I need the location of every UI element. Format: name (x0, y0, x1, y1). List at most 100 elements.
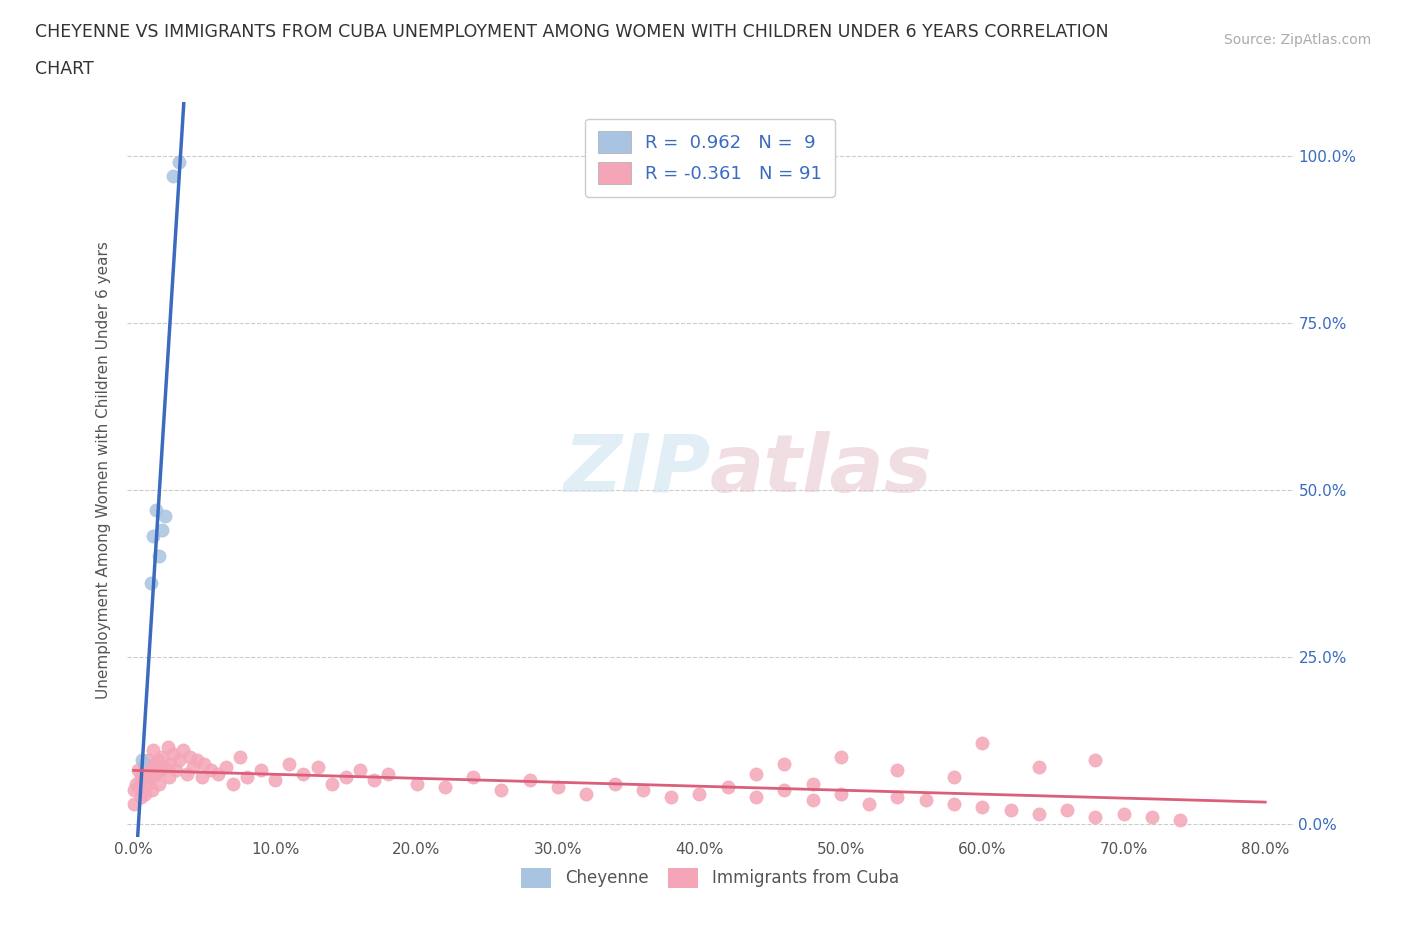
Point (157, 769, 180, 784)
Point (377, 766, 399, 781)
Text: Source: ZipAtlas.com: Source: ZipAtlas.com (1223, 33, 1371, 46)
Point (688, 786, 710, 801)
Point (631, 783, 654, 798)
Point (172, 743, 194, 758)
Text: atlas: atlas (710, 431, 932, 509)
Point (139, 576, 162, 591)
Point (148, 777, 170, 791)
Point (943, 796, 966, 811)
Point (1140, 809, 1163, 824)
Point (461, 769, 484, 784)
Point (278, 756, 301, 771)
Point (491, 783, 513, 798)
Point (200, 763, 222, 777)
Point (134, 766, 156, 781)
Point (145, 766, 167, 781)
Point (153, 509, 176, 524)
Point (1084, 752, 1107, 767)
Point (193, 756, 215, 771)
Point (228, 750, 250, 764)
Point (136, 752, 159, 767)
Text: ZIP: ZIP (562, 431, 710, 509)
Point (321, 777, 343, 791)
Point (159, 756, 181, 771)
Point (1028, 806, 1050, 821)
Point (773, 756, 796, 771)
Point (801, 792, 824, 807)
Point (122, 783, 145, 798)
Point (717, 779, 740, 794)
Point (603, 777, 626, 791)
Point (181, 760, 204, 775)
Point (773, 783, 796, 798)
Point (165, 763, 187, 777)
Point (138, 763, 160, 777)
Point (128, 779, 150, 794)
Point (858, 796, 880, 811)
Text: CHEYENNE VS IMMIGRANTS FROM CUBA UNEMPLOYMENT AMONG WOMEN WITH CHILDREN UNDER 6 : CHEYENNE VS IMMIGRANTS FROM CUBA UNEMPLO… (35, 23, 1109, 41)
Point (405, 777, 427, 791)
Point (830, 786, 852, 801)
Point (943, 769, 966, 784)
Point (830, 750, 852, 764)
Point (162, 168, 184, 183)
Point (136, 777, 159, 791)
Point (143, 756, 166, 771)
Point (745, 790, 768, 804)
Point (236, 769, 259, 784)
Point (156, 739, 179, 754)
Point (801, 777, 824, 791)
Point (132, 756, 155, 771)
Point (145, 502, 167, 517)
Point (1000, 803, 1022, 817)
Point (167, 752, 190, 767)
Point (886, 763, 908, 777)
Legend: Cheyenne, Immigrants from Cuba: Cheyenne, Immigrants from Cuba (515, 861, 905, 895)
Point (167, 155, 190, 170)
Point (148, 549, 170, 564)
Point (575, 786, 598, 801)
Point (122, 796, 145, 811)
Point (363, 773, 385, 788)
Point (162, 746, 184, 761)
Point (142, 529, 165, 544)
Point (519, 773, 541, 788)
Point (214, 760, 236, 775)
Point (745, 766, 768, 781)
Point (307, 760, 329, 775)
Point (150, 523, 173, 538)
Point (914, 792, 936, 807)
Y-axis label: Unemployment Among Women with Children Under 6 years: Unemployment Among Women with Children U… (96, 241, 111, 698)
Point (134, 786, 156, 801)
Point (547, 779, 569, 794)
Point (131, 773, 153, 788)
Text: CHART: CHART (35, 60, 94, 78)
Point (292, 766, 315, 781)
Point (146, 752, 169, 767)
Point (127, 763, 149, 777)
Point (139, 769, 162, 784)
Point (150, 750, 173, 764)
Point (221, 777, 243, 791)
Point (125, 777, 148, 791)
Point (886, 790, 908, 804)
Point (207, 766, 229, 781)
Point (1170, 813, 1192, 828)
Point (335, 769, 357, 784)
Point (135, 760, 157, 775)
Point (1112, 806, 1135, 821)
Point (190, 769, 212, 784)
Point (129, 769, 152, 784)
Point (1084, 809, 1107, 824)
Point (153, 760, 176, 775)
Point (250, 763, 273, 777)
Point (659, 790, 682, 804)
Point (972, 736, 994, 751)
Point (186, 752, 208, 767)
Point (176, 766, 198, 781)
Point (264, 773, 287, 788)
Point (179, 750, 201, 764)
Point (131, 752, 153, 767)
Point (433, 779, 456, 794)
Point (141, 783, 163, 798)
